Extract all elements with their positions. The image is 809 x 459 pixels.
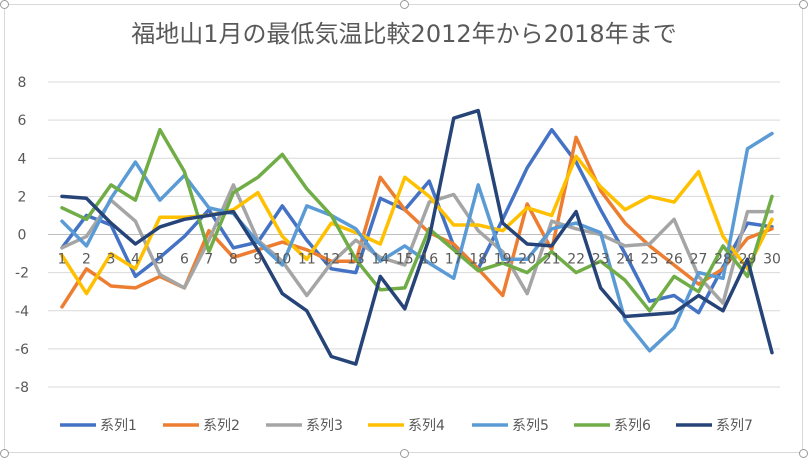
series-line-6[interactable] bbox=[60, 127, 774, 313]
x-tick-label: 6 bbox=[180, 252, 189, 268]
x-tick-label: 23 bbox=[592, 252, 610, 268]
chart-title: 福地山1月の最低気温比較2012年から2018年まで bbox=[131, 20, 676, 48]
x-tick-label: 22 bbox=[567, 252, 585, 268]
legend-label: 系列2 bbox=[203, 418, 240, 434]
y-tick-label: -2 bbox=[15, 266, 29, 282]
x-tick-label: 7 bbox=[204, 252, 213, 268]
y-tick-label: 6 bbox=[18, 113, 27, 129]
legend-item-4[interactable]: 系列4 bbox=[368, 418, 445, 434]
x-tick-label: 12 bbox=[322, 252, 340, 268]
x-tick-label: 4 bbox=[131, 252, 140, 268]
series-line-2[interactable] bbox=[60, 135, 774, 309]
x-tick-label: 3 bbox=[107, 252, 116, 268]
resize-handle-top-left[interactable] bbox=[0, 0, 9, 9]
resize-handle-bottom-left[interactable] bbox=[0, 449, 9, 458]
x-tick-label: 8 bbox=[229, 252, 238, 268]
x-tick-label: 30 bbox=[763, 252, 781, 268]
y-tick-label: 8 bbox=[18, 75, 27, 91]
y-tick-label: -8 bbox=[15, 380, 29, 396]
y-tick-label: -6 bbox=[15, 342, 29, 358]
x-tick-label: 1 bbox=[58, 252, 67, 268]
y-tick-label: 4 bbox=[18, 151, 27, 167]
series-line-7[interactable] bbox=[60, 108, 774, 366]
series-line-3[interactable] bbox=[60, 183, 774, 305]
legend-item-6[interactable]: 系列6 bbox=[574, 418, 651, 434]
legend-label: 系列3 bbox=[306, 418, 343, 434]
resize-handle-top-center[interactable] bbox=[400, 0, 409, 9]
y-tick-label: 0 bbox=[18, 228, 27, 244]
legend-label: 系列4 bbox=[408, 418, 445, 434]
x-tick-label: 13 bbox=[347, 252, 365, 268]
x-tick-label: 16 bbox=[420, 252, 438, 268]
y-tick-label: 2 bbox=[18, 189, 27, 205]
legend-item-2[interactable]: 系列2 bbox=[163, 418, 240, 434]
x-tick-label: 18 bbox=[469, 252, 487, 268]
legend-item-3[interactable]: 系列3 bbox=[266, 418, 343, 434]
y-tick-label: -4 bbox=[15, 304, 29, 320]
series-line-1[interactable] bbox=[60, 127, 774, 315]
legend-label: 系列5 bbox=[512, 418, 549, 434]
legend-item-5[interactable]: 系列5 bbox=[472, 418, 549, 434]
legend-label: 系列1 bbox=[100, 418, 137, 434]
resize-handle-bottom-center[interactable] bbox=[400, 449, 409, 458]
legend-label: 系列7 bbox=[716, 418, 753, 434]
resize-handle-bottom-right[interactable] bbox=[799, 449, 808, 458]
x-tick-label: 21 bbox=[543, 252, 561, 268]
legend-item-1[interactable]: 系列1 bbox=[60, 418, 137, 434]
x-tick-label: 20 bbox=[518, 252, 536, 268]
x-tick-label: 11 bbox=[298, 252, 316, 268]
x-tick-label: 27 bbox=[690, 252, 708, 268]
x-tick-label: 26 bbox=[665, 252, 683, 268]
resize-handle-top-right[interactable] bbox=[799, 0, 808, 9]
series-line-4[interactable] bbox=[60, 154, 774, 296]
y-axis-labels: -8 -6 -4 -2 0 2 4 6 8 bbox=[15, 75, 29, 396]
x-tick-label: 17 bbox=[445, 252, 463, 268]
x-tick-label: 28 bbox=[714, 252, 732, 268]
x-tick-label: 10 bbox=[273, 252, 291, 268]
legend-label: 系列6 bbox=[614, 418, 651, 434]
series-line-5[interactable] bbox=[60, 131, 774, 353]
legend[interactable]: 系列1 系列2 系列3 系列4 系列5 系列6 系列7 bbox=[60, 418, 753, 434]
x-tick-label: 9 bbox=[253, 252, 262, 268]
plot-area[interactable] bbox=[60, 108, 774, 366]
x-tick-label: 5 bbox=[155, 252, 164, 268]
legend-item-7[interactable]: 系列7 bbox=[676, 418, 753, 434]
gridlines bbox=[48, 81, 780, 388]
x-tick-label: 15 bbox=[396, 252, 414, 268]
x-tick-label: 2 bbox=[82, 252, 91, 268]
x-axis-labels: 1 2 3 4 5 6 7 8 9 10 11 12 13 14 15 16 17 18 19 20 21 22 23 24 2… bbox=[58, 252, 781, 268]
x-tick-label: 25 bbox=[641, 252, 659, 268]
x-tick-label: 14 bbox=[371, 252, 389, 268]
x-tick-label: 19 bbox=[494, 252, 512, 268]
x-tick-label: 29 bbox=[739, 252, 757, 268]
x-tick-label: 24 bbox=[616, 252, 634, 268]
